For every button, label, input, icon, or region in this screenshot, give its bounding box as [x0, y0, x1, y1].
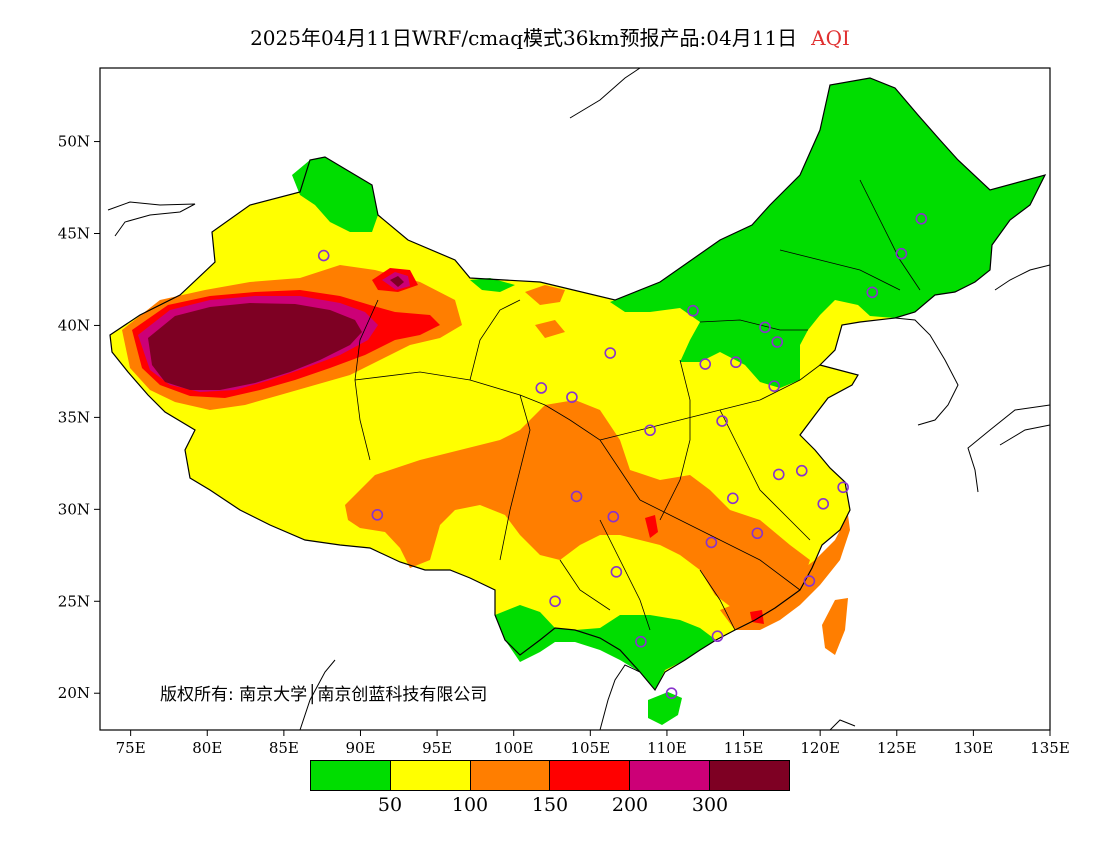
station-marker-icon — [768, 380, 780, 392]
station-marker-icon — [371, 509, 384, 521]
x-tick-label: 115E — [724, 739, 764, 757]
colorbar-label: 50 — [377, 794, 403, 816]
station-marker-icon — [751, 527, 764, 540]
region-good-northeast — [610, 78, 1045, 388]
station-marker-icon — [535, 382, 548, 394]
x-tick-label: 95E — [422, 739, 452, 757]
x-tick-label: 85E — [269, 739, 299, 757]
station-marker-icon — [644, 424, 656, 437]
station-marker-icon — [711, 630, 724, 643]
y-tick-label: 25N — [58, 592, 90, 610]
copyright-text: 版权所有: 南京大学│南京创蓝科技有限公司 — [160, 685, 488, 705]
region-good-north-xinjiang — [292, 157, 378, 232]
x-tick-label: 90E — [345, 739, 375, 757]
region-hazardous-tarim — [148, 303, 362, 390]
station-marker-icon — [803, 575, 816, 587]
region-sensitive-taiwan — [822, 598, 848, 655]
region-sensitive-central — [345, 400, 810, 620]
aqi-colorbar — [310, 760, 790, 791]
region-sensitive-coast — [720, 515, 850, 630]
station-marker-icon — [317, 249, 330, 262]
outline-south-asia — [299, 659, 856, 730]
colorbar-segment — [470, 761, 551, 790]
map-title: 2025年04月11日WRF/cmaq模式36km预报产品:04月11日 AQI — [0, 22, 1100, 51]
region-good-hainan — [648, 692, 682, 725]
colorbar-label: 300 — [691, 794, 729, 816]
colorbar-label: 200 — [611, 794, 649, 816]
station-marker-icon — [915, 212, 928, 225]
colorbar-segment — [710, 761, 789, 790]
station-marker-icon — [699, 358, 712, 370]
colorbar-labels: 50 100 150 200 300 — [310, 794, 790, 818]
station-marker-icon — [866, 286, 879, 299]
station-marker-icon — [837, 481, 849, 494]
region-sensitive-patch-a — [525, 285, 565, 305]
station-marker-icon — [705, 536, 718, 549]
y-tick-label: 20N — [58, 684, 90, 702]
station-marker-icon — [635, 635, 647, 648]
station-marker-icon — [716, 415, 728, 427]
station-marker-icon — [687, 304, 699, 317]
station-marker-icon — [570, 490, 583, 503]
station-marker-icon — [727, 492, 739, 505]
station-marker-icon — [665, 687, 678, 700]
x-tick-label: 105E — [571, 739, 611, 757]
y-tick-label: 40N — [58, 316, 90, 334]
y-tick-label: 45N — [58, 225, 90, 243]
station-marker-icon — [759, 321, 771, 334]
x-tick-label: 120E — [800, 739, 840, 757]
aqi-map: 75E 80E 85E 90E 95E 100E 105E 110E 115E 120E 125E 1… — [58, 67, 1070, 757]
y-axis: 50N 45N 40N 35N 30N 25N 20N — [58, 133, 100, 702]
x-tick-label: 100E — [494, 739, 534, 757]
colorbar-segment — [630, 761, 711, 790]
x-tick-label: 125E — [877, 739, 917, 757]
outline-russia-coast — [107, 68, 641, 237]
y-tick-label: 35N — [58, 408, 90, 426]
station-markers — [317, 212, 928, 700]
outline-provinces — [354, 179, 921, 631]
station-marker-icon — [549, 595, 561, 608]
x-tick-label: 75E — [116, 739, 146, 757]
region-hotspot-hami-peak — [390, 276, 404, 287]
station-marker-icon — [610, 566, 623, 578]
x-tick-label: 80E — [192, 739, 222, 757]
station-marker-icon — [772, 468, 785, 481]
station-marker-icon — [607, 510, 620, 523]
station-marker-icon — [771, 336, 784, 348]
colorbar-segment — [550, 761, 631, 790]
colorbar-label: 150 — [531, 794, 569, 816]
region-good-south — [495, 605, 716, 690]
y-tick-label: 30N — [58, 500, 90, 518]
station-marker-icon — [895, 247, 908, 260]
colorbar-label: 100 — [451, 794, 489, 816]
outline-korea-japan — [894, 264, 1050, 493]
outline-china-border — [109, 77, 1047, 692]
x-tick-label: 110E — [647, 739, 687, 757]
title-main: 2025年04月11日WRF/cmaq模式36km预报产品:04月11日 — [250, 26, 798, 50]
colorbar-segment — [390, 761, 471, 790]
y-tick-label: 50N — [58, 133, 90, 151]
station-marker-icon — [566, 391, 578, 403]
x-tick-label: 135E — [1030, 739, 1070, 757]
plot-frame — [99, 67, 1051, 731]
region-unhealthy-sichuan — [645, 515, 658, 538]
x-axis: 75E 80E 85E 90E 95E 100E 105E 110E 115E 120E 125E 1… — [116, 730, 1070, 757]
station-marker-icon — [795, 464, 808, 477]
title-variable: AQI — [811, 26, 850, 50]
region-sensitive-patch-b — [535, 320, 565, 338]
station-marker-icon — [604, 347, 617, 359]
region-good-gansu — [470, 278, 515, 292]
station-marker-icon — [817, 498, 830, 510]
station-marker-icon — [730, 356, 742, 369]
colorbar-segment — [311, 761, 391, 790]
x-tick-label: 130E — [954, 739, 994, 757]
